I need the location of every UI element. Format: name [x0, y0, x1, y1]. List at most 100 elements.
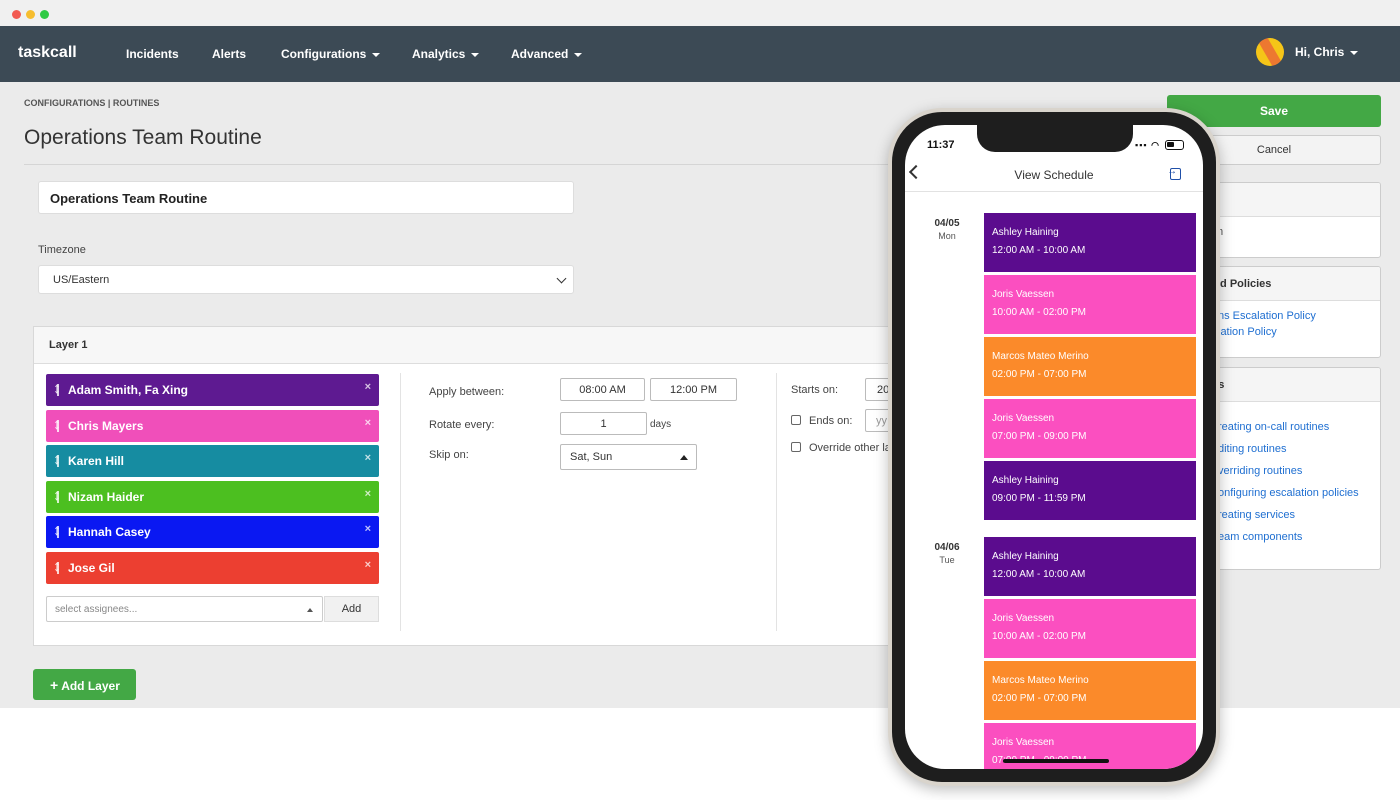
add-layer-button[interactable]: + Add Layer: [33, 669, 136, 700]
drag-handle-icon[interactable]: [53, 380, 63, 398]
schedule-weekday: Mon: [938, 231, 956, 241]
assignee-chip[interactable]: Nizam Haider ×: [46, 480, 379, 513]
rotate-unit-label: days: [650, 419, 672, 430]
remove-icon[interactable]: ×: [364, 558, 371, 571]
chevron-up-icon: [680, 455, 688, 460]
divider: [24, 164, 1154, 165]
minimize-window-button[interactable]: [26, 10, 35, 19]
shift-block[interactable]: Marcos Mateo Merino 02:00 PM - 07:00 PM: [984, 661, 1196, 720]
shift-time: 07:00 PM - 09:00 PM: [992, 431, 1087, 442]
override-checkbox[interactable]: [791, 442, 801, 452]
shift-time: 12:00 AM - 10:00 AM: [992, 569, 1086, 580]
shift-person: Joris Vaessen: [992, 737, 1055, 748]
ends-on-label: Ends on:: [809, 415, 853, 427]
divider: [776, 373, 777, 631]
override-label: Override other la: [809, 442, 891, 454]
assignee-chip[interactable]: Adam Smith, Fa Xing ×: [46, 374, 379, 406]
shift-person: Joris Vaessen: [992, 413, 1055, 424]
remove-icon[interactable]: ×: [364, 381, 371, 393]
resource-link[interactable]: reating services: [1218, 509, 1296, 521]
drag-handle-icon[interactable]: [53, 416, 63, 434]
nav-analytics[interactable]: Analytics: [412, 47, 480, 61]
remove-icon[interactable]: ×: [364, 452, 371, 464]
assignee-name: Nizam Haider: [68, 489, 145, 504]
assignee-chip[interactable]: Karen Hill ×: [46, 445, 379, 477]
home-indicator: [1003, 759, 1109, 763]
shift-block[interactable]: Joris Vaessen 10:00 AM - 02:00 PM: [984, 275, 1196, 334]
shift-block[interactable]: Ashley Haining 12:00 AM - 10:00 AM: [984, 537, 1196, 596]
schedule-date: 04/06: [934, 542, 960, 553]
phone-notch: [977, 125, 1133, 152]
assignee-name: Karen Hill: [68, 454, 125, 468]
nav-incidents[interactable]: Incidents: [126, 47, 179, 61]
shift-block[interactable]: Ashley Haining 09:00 PM - 11:59 PM: [984, 461, 1196, 520]
logout-icon[interactable]: [1167, 166, 1181, 180]
shift-time: 10:00 AM - 02:00 PM: [992, 307, 1086, 318]
assignee-chip[interactable]: Chris Mayers ×: [46, 409, 379, 442]
assignee-chip[interactable]: Jose Gil ×: [46, 551, 379, 584]
user-menu[interactable]: Hi, Chris: [1295, 45, 1359, 59]
maximize-window-button[interactable]: [40, 10, 49, 19]
apply-start-time-input[interactable]: 08:00 AM: [560, 378, 645, 401]
drag-handle-icon[interactable]: [53, 451, 63, 469]
brand-logo[interactable]: taskcall: [18, 44, 77, 61]
chevron-down-icon: [372, 52, 381, 57]
ends-on-checkbox[interactable]: [791, 415, 801, 425]
avatar[interactable]: [1256, 38, 1284, 66]
nav-advanced[interactable]: Advanced: [511, 47, 583, 61]
apply-end-time-input[interactable]: 12:00 PM: [650, 378, 737, 401]
routine-name-input[interactable]: Operations Team Routine: [38, 181, 574, 214]
resource-link[interactable]: verriding routines: [1218, 465, 1303, 477]
shift-block[interactable]: Ashley Haining 12:00 AM - 10:00 AM: [984, 213, 1196, 272]
shift-block[interactable]: Marcos Mateo Merino 02:00 PM - 07:00 PM: [984, 337, 1196, 396]
resource-link[interactable]: eam components: [1218, 531, 1303, 543]
nav-alerts[interactable]: Alerts: [212, 47, 247, 61]
drag-handle-icon[interactable]: [53, 522, 63, 540]
phone-screen: 11:37 ▪▪▪ ◠ View Schedule 04/05 Mon Ashley…: [905, 125, 1203, 769]
resource-link[interactable]: reating on-call routines: [1218, 421, 1330, 433]
policy-link[interactable]: ns Escalation Policy: [1218, 310, 1316, 322]
remove-icon[interactable]: ×: [364, 487, 371, 500]
assignee-name: Hannah Casey: [68, 525, 151, 539]
assignee-chip[interactable]: Hannah Casey ×: [46, 516, 379, 548]
remove-icon[interactable]: ×: [364, 416, 371, 429]
divider: [905, 191, 1203, 192]
chevron-down-icon: [471, 52, 480, 57]
shift-block[interactable]: Joris Vaessen 10:00 AM - 02:00 PM: [984, 599, 1196, 658]
resource-link[interactable]: onfiguring escalation policies: [1218, 487, 1359, 499]
shift-block[interactable]: Joris Vaessen 07:00 PM - 09:00 PM: [984, 399, 1196, 458]
close-window-button[interactable]: [12, 10, 21, 19]
chevron-up-icon: [307, 608, 313, 612]
policy-link[interactable]: lation Policy: [1218, 326, 1277, 338]
skip-on-label: Skip on:: [429, 449, 469, 461]
top-navbar: taskcall Incidents Alerts Configurations…: [0, 26, 1400, 82]
shift-person: Joris Vaessen: [992, 289, 1055, 300]
assignee-select[interactable]: select assignees...: [46, 596, 323, 622]
timezone-label: Timezone: [38, 244, 86, 256]
resource-link[interactable]: diting routines: [1218, 443, 1287, 455]
drag-handle-icon[interactable]: [53, 558, 63, 576]
page-title: Operations Team Routine: [24, 126, 262, 149]
shift-person: Marcos Mateo Merino: [992, 351, 1089, 362]
remove-icon[interactable]: ×: [364, 523, 371, 535]
breadcrumb: CONFIGURATIONS | ROUTINES: [24, 98, 160, 108]
starts-on-label: Starts on:: [791, 384, 839, 396]
timezone-select[interactable]: US/Eastern: [38, 265, 574, 294]
assignee-name: Adam Smith, Fa Xing: [68, 383, 189, 397]
shift-person: Ashley Haining: [992, 475, 1059, 486]
chevron-down-icon: [1350, 50, 1359, 55]
rotate-every-input[interactable]: 1: [560, 412, 647, 435]
skip-on-select[interactable]: Sat, Sun: [560, 444, 697, 470]
shift-person: Joris Vaessen: [992, 613, 1055, 624]
apply-between-label: Apply between:: [429, 386, 505, 398]
shift-time: 12:00 AM - 10:00 AM: [992, 245, 1086, 256]
shift-time: 09:00 PM - 11:59 PM: [992, 493, 1086, 504]
nav-configurations[interactable]: Configurations: [281, 47, 381, 61]
layer-title: Layer 1: [49, 339, 88, 351]
divider: [400, 373, 401, 631]
shift-time: 02:00 PM - 07:00 PM: [992, 369, 1087, 380]
drag-handle-icon[interactable]: [53, 487, 63, 505]
shift-time: 02:00 PM - 07:00 PM: [992, 693, 1087, 704]
phone-mockup: 11:37 ▪▪▪ ◠ View Schedule 04/05 Mon Ashley…: [888, 108, 1220, 786]
add-assignee-button[interactable]: Add: [324, 596, 379, 622]
